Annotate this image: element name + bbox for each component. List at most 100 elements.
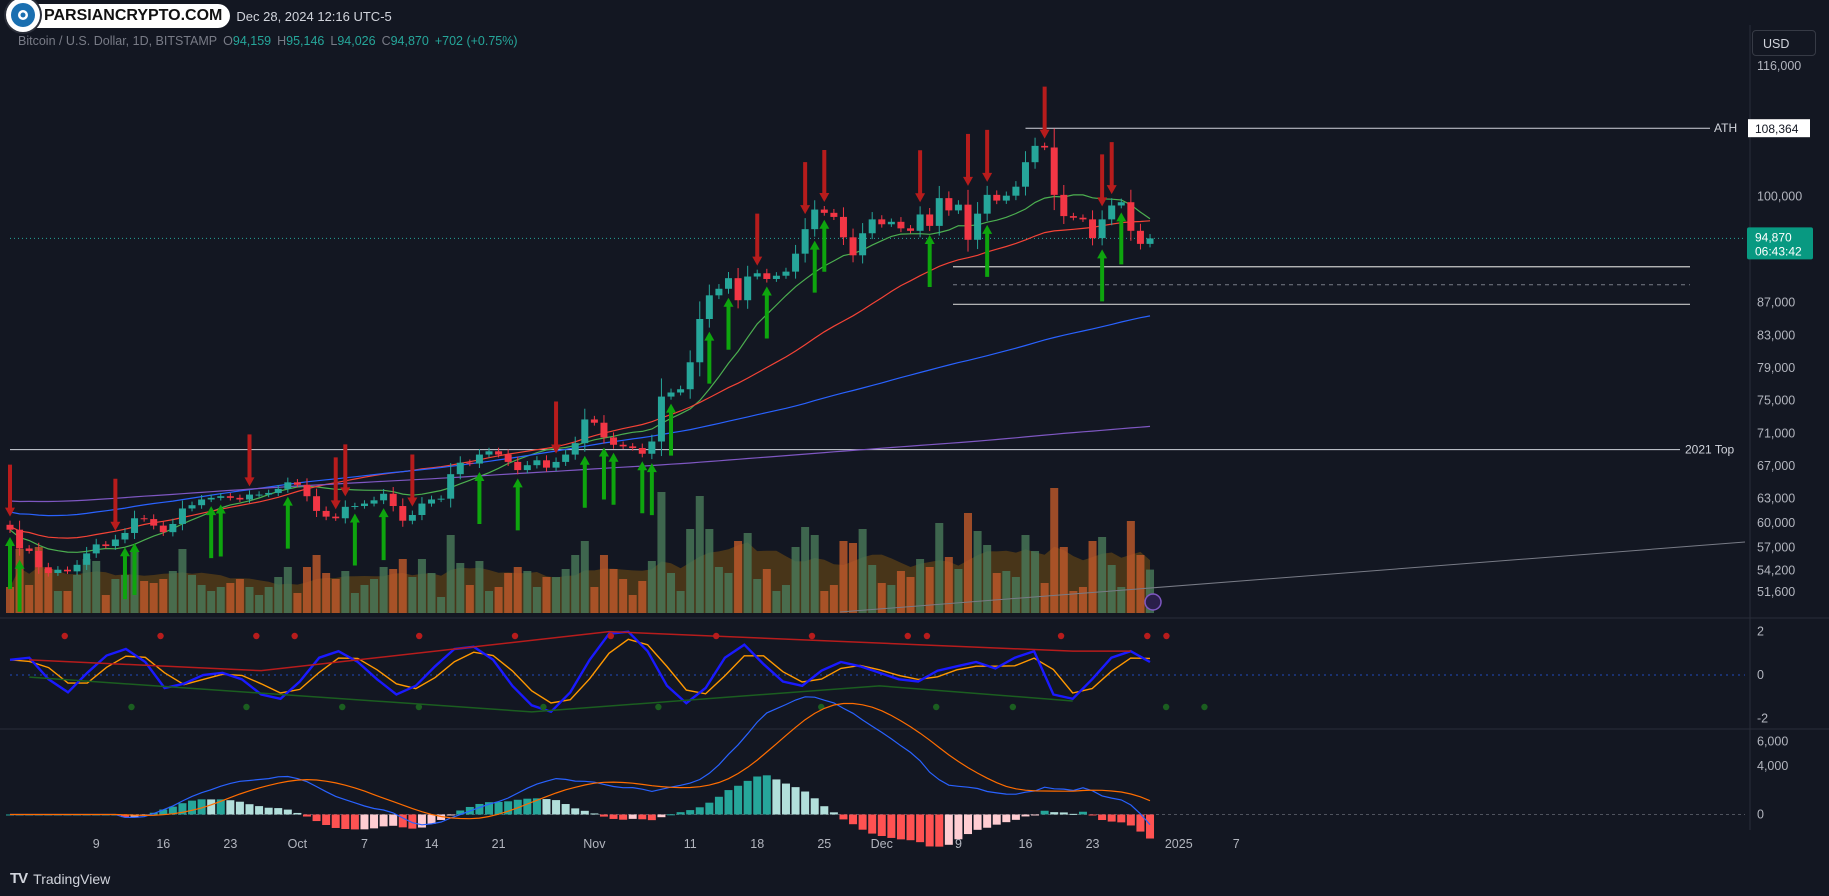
up-arrow-head xyxy=(215,504,226,514)
macd-histogram-bar xyxy=(992,814,1001,825)
ath-label: ATH xyxy=(1714,121,1737,135)
macd-histogram-bar xyxy=(906,814,915,841)
osc-signal-dot-red xyxy=(1163,632,1170,640)
candle-body xyxy=(313,496,321,511)
macd-histogram-bar xyxy=(868,814,877,834)
candle-body xyxy=(121,532,129,540)
up-arrow-head xyxy=(761,286,772,296)
candle-body xyxy=(6,524,14,530)
volume-bar xyxy=(542,577,551,613)
candle-body xyxy=(734,278,742,301)
candle-body xyxy=(159,525,167,533)
volume-bar xyxy=(1126,521,1135,613)
volume-bar xyxy=(159,579,168,613)
volume-bar xyxy=(647,561,656,613)
candle-body xyxy=(868,219,876,234)
volume-bar xyxy=(714,567,723,613)
candle-body xyxy=(1108,205,1116,220)
up-arrow-head xyxy=(579,455,590,465)
candle-body xyxy=(44,567,52,573)
volume-bar xyxy=(1059,547,1068,613)
macd-histogram-bar xyxy=(1107,814,1116,822)
time-axis-label: 11 xyxy=(684,837,697,851)
macd-histogram-bar xyxy=(599,814,608,817)
macd-histogram-bar xyxy=(331,814,340,828)
price-tick-label: 54,200 xyxy=(1757,564,1795,578)
candle-body xyxy=(475,454,483,464)
candle-body xyxy=(428,499,436,504)
up-arrow-head xyxy=(666,403,677,413)
macd-histogram-bar xyxy=(1002,814,1011,823)
volume-bar xyxy=(1040,583,1049,613)
ema-line-ema_20 xyxy=(9,194,1151,553)
down-arrow-head xyxy=(752,256,763,266)
up-arrow-head xyxy=(512,478,523,488)
candle-body xyxy=(380,493,388,501)
up-arrow-head xyxy=(982,224,993,234)
macd-histogram-bar xyxy=(638,814,647,820)
volume-bar xyxy=(801,527,810,613)
down-arrow-head xyxy=(551,444,562,454)
macd-histogram-bar xyxy=(178,803,187,815)
volume-bar xyxy=(858,529,867,613)
osc-signal-dot-red xyxy=(416,632,423,640)
volume-bar xyxy=(1011,577,1020,613)
up-arrow-head xyxy=(704,331,715,341)
candle-body xyxy=(217,496,225,498)
time-axis-label: 2025 xyxy=(1165,837,1193,851)
candle-body xyxy=(485,451,493,455)
osc-signal-dot-red xyxy=(1057,632,1065,640)
candle-body xyxy=(533,460,541,466)
volume-bar xyxy=(1021,535,1030,613)
candle-body xyxy=(753,273,761,277)
candle-body xyxy=(25,548,33,551)
up-arrow-head xyxy=(608,452,619,462)
volume-bar xyxy=(188,575,197,613)
currency-button[interactable]: USD xyxy=(1752,30,1816,56)
volume-bar xyxy=(906,577,915,613)
candle-body xyxy=(1136,230,1144,244)
volume-bar xyxy=(1050,488,1059,613)
macd-histogram-bar xyxy=(810,798,819,815)
volume-bar xyxy=(417,559,426,613)
candle-body xyxy=(293,482,301,485)
macd-histogram-bar xyxy=(274,808,283,815)
time-axis-label: Nov xyxy=(583,837,606,851)
macd-histogram-bar xyxy=(542,799,551,815)
volume-bar xyxy=(599,555,608,613)
candle-body xyxy=(255,494,263,496)
down-arrow-head xyxy=(340,487,351,497)
time-axis-label: 14 xyxy=(425,837,439,851)
osc-signal-dot-red xyxy=(712,632,720,640)
time-axis-label: 7 xyxy=(361,837,368,851)
volume-bar xyxy=(6,587,14,613)
up-arrow-head xyxy=(14,559,25,569)
volume-bar xyxy=(1002,571,1011,613)
macd-histogram-bar xyxy=(255,806,264,815)
volume-bar xyxy=(590,587,599,613)
volume-bar xyxy=(992,573,1001,613)
macd-histogram-bar xyxy=(1126,814,1135,826)
candle-body xyxy=(648,441,656,454)
candle-body xyxy=(907,228,915,231)
candle-body xyxy=(284,482,292,489)
volume-bar xyxy=(312,555,321,613)
candle-body xyxy=(772,275,780,279)
candle-body xyxy=(744,276,752,301)
candle-body xyxy=(801,229,809,254)
osc-slow-line xyxy=(9,638,1151,704)
volume-bar xyxy=(350,593,359,613)
macd-histogram-bar xyxy=(1050,812,1059,815)
candle-body xyxy=(140,518,148,520)
candle-body xyxy=(974,213,982,240)
volume-bar xyxy=(63,591,72,613)
candle-body xyxy=(820,209,828,213)
down-arrow-head xyxy=(1106,185,1117,195)
macd-histogram-bar xyxy=(667,814,676,816)
up-arrow-head xyxy=(5,537,15,547)
volume-bar xyxy=(389,569,398,613)
candle-body xyxy=(638,448,646,454)
macd-tick-label: 4,000 xyxy=(1757,759,1788,773)
volume-bar xyxy=(197,585,206,613)
